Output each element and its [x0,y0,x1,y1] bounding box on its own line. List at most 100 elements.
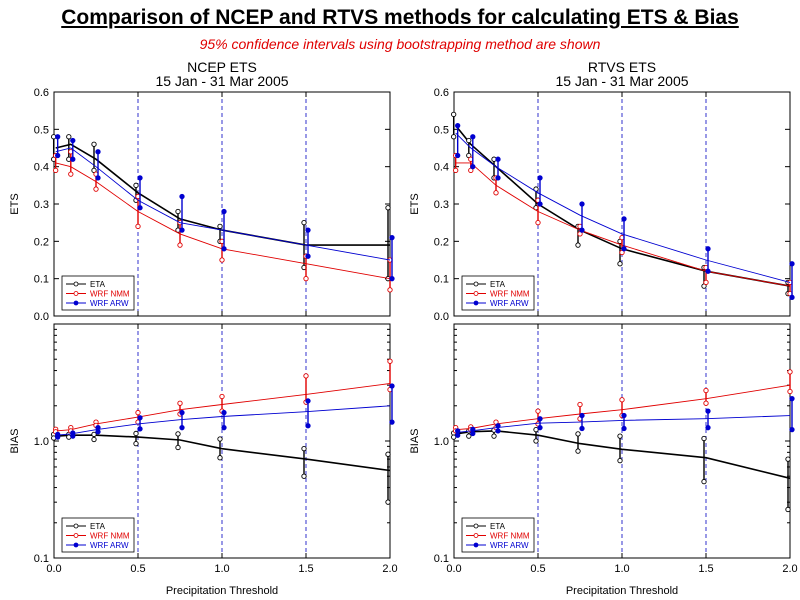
ci-marker [177,400,183,406]
ci-marker [495,423,501,429]
ci-marker [789,396,795,402]
ci-marker [579,412,585,419]
y-tick-label: 0.4 [34,162,49,174]
ci-marker [301,473,307,479]
ci-marker [221,425,227,431]
ci-marker [455,122,461,129]
legend-marker [473,300,479,306]
ci-marker [787,388,793,395]
ci-marker [305,227,311,233]
x-tick-label: 2.0 [782,563,797,575]
legend-marker [473,542,479,548]
ci-marker [137,175,143,181]
ci-marker [701,435,707,442]
ci-marker [301,220,307,226]
ci-marker [221,208,227,215]
ci-marker [135,409,141,416]
x-axis-label: Precipitation Threshold [566,585,678,597]
legend-marker [473,281,479,287]
x-tick-label: 0.0 [46,563,61,575]
ci-marker [705,246,711,252]
legend-label: ETA [490,522,506,531]
ci-marker [705,408,711,414]
ci-marker [55,134,61,140]
ci-marker [535,408,541,414]
ci-marker [455,152,461,159]
y-tick-label: 1.0 [34,436,49,448]
ci-marker [455,432,461,438]
panel-subtitle: 15 Jan - 31 Mar 2005 [555,73,688,89]
ci-marker [495,428,501,434]
ci-marker [95,149,101,155]
y-tick-label: 0.0 [434,311,449,323]
ci-marker [787,369,793,375]
legend-marker [473,533,479,538]
ci-marker [579,201,585,207]
legend-marker [73,300,79,306]
ci-marker [389,419,395,425]
series-line [55,434,391,472]
ci-marker [217,436,223,442]
ci-marker [137,415,143,421]
ci-marker [68,171,74,177]
legend-label: WRF ARW [90,299,129,308]
legend-label: ETA [90,522,106,531]
y-tick-label: 0.1 [34,553,49,565]
ci-marker [305,253,311,259]
legend-marker [473,291,479,296]
ci-marker [495,175,501,181]
series-eta [51,430,391,505]
ci-marker [385,205,391,211]
ci-marker [91,436,97,443]
y-tick-label: 0.6 [434,87,449,99]
series-wrf-nmm [53,149,393,293]
x-tick-label: 1.0 [214,563,229,575]
ci-marker [470,134,476,140]
legend-label: WRF ARW [490,299,529,308]
series-wrf-arw [55,134,395,282]
legend-marker [73,523,79,529]
ci-marker [137,426,143,432]
ci-marker [621,425,627,432]
ci-marker [179,409,185,416]
ci-marker [66,134,72,140]
ci-marker [466,433,472,439]
series-line [55,147,391,261]
ci-marker [179,425,185,431]
ci-marker [537,175,543,181]
ci-marker [705,268,711,274]
ci-marker [219,257,225,263]
panel-title: RTVS ETS [588,59,656,75]
y-tick-label: 0.5 [34,124,49,136]
legend-label: ETA [90,280,106,289]
ci-marker [495,156,501,162]
legend-label: WRF NMM [490,532,530,541]
ci-marker [789,427,795,433]
ci-marker [789,294,795,300]
panel-subtitle: 15 Jan - 31 Mar 2005 [155,73,288,89]
ci-marker [179,227,185,233]
ci-marker [535,220,541,226]
ci-marker [389,234,395,241]
ci-marker [217,223,223,230]
legend-label: WRF NMM [90,290,130,299]
ci-marker [579,425,585,432]
ci-marker [70,433,76,439]
x-tick-label: 0.0 [446,563,461,575]
ci-marker [703,400,709,406]
y-tick-label: 0.0 [34,311,49,323]
ci-marker [70,137,76,144]
ci-marker [95,429,101,435]
ci-marker [575,431,581,437]
y-axis-label: BIAS [9,428,21,453]
y-tick-label: 0.4 [434,162,449,174]
legend-label: WRF NMM [490,290,530,299]
ci-marker [55,434,61,440]
series-line [455,430,791,480]
ci-marker [455,428,461,434]
ci-marker [537,201,543,207]
ci-marker [95,175,101,181]
